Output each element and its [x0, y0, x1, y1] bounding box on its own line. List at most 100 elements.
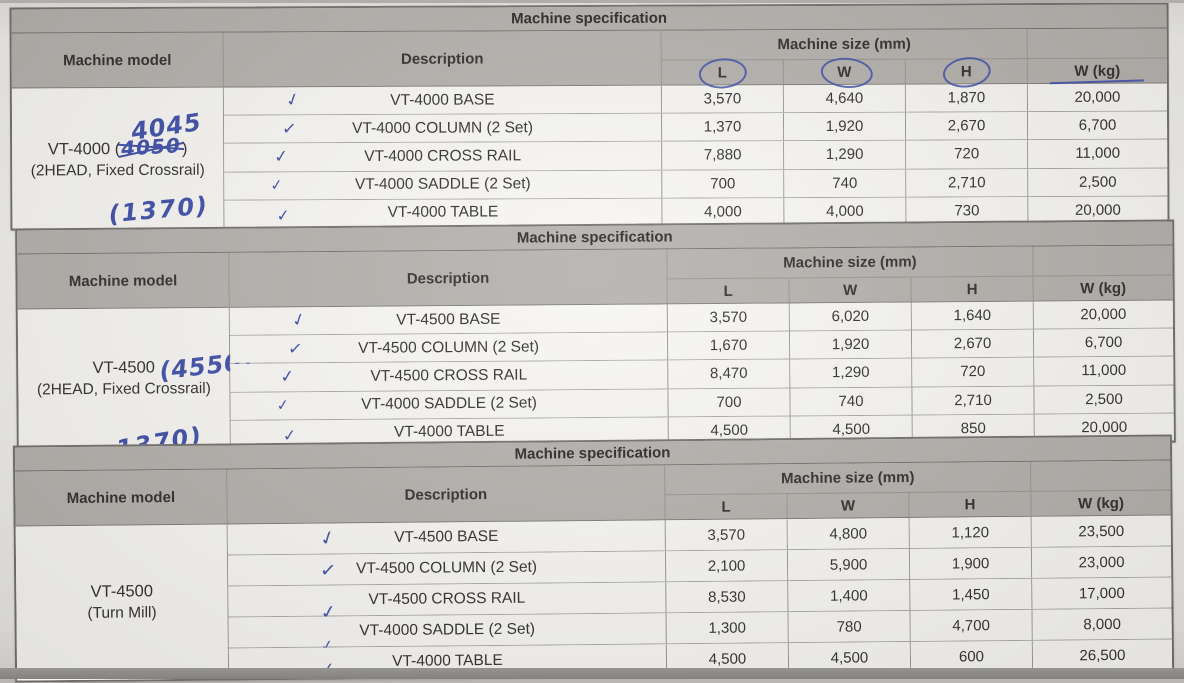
- size-l-value: 8,470: [668, 359, 791, 388]
- description-text: VT-4000 TABLE: [393, 423, 505, 441]
- column-header-w: W: [783, 55, 906, 90]
- checkmark-ink-icon: ✓: [283, 88, 303, 112]
- size-w-value: 1,920: [789, 330, 913, 359]
- size-l-value: 1,670: [667, 331, 791, 360]
- handwritten-note: (1370): [107, 190, 211, 228]
- size-h-value: 720: [906, 140, 1029, 169]
- size-h-value: 2,670: [905, 112, 1029, 140]
- description-text: VT-4500 CROSS RAIL: [370, 366, 528, 385]
- size-w-value: 1,400: [788, 579, 911, 612]
- table-row: ✓ VT-4000 COLUMN (2 Set) 1,370 1,920 2,6…: [223, 111, 1168, 144]
- description-text: VT-4500 BASE: [394, 527, 499, 546]
- machine-model-name: VT-4500: [91, 581, 154, 604]
- column-header-h: H: [905, 54, 1028, 91]
- size-h-value: 2,670: [911, 329, 1035, 358]
- size-w-value: 5,900: [787, 548, 911, 581]
- weight-value: 23,000: [1031, 546, 1172, 578]
- table-header: Machine model Description Machine size (…: [17, 245, 1173, 310]
- model-text-prefix: VT-4000 (: [47, 140, 121, 159]
- description-cell: ✓ VT-4000 SADDLE (2 Set): [230, 388, 669, 420]
- column-header-l: L: [665, 494, 788, 520]
- description-header: Description: [227, 465, 666, 525]
- checkmark-ink-icon: ✓: [279, 366, 296, 388]
- column-header-h: H: [911, 276, 1034, 302]
- description-text: VT-4000 SADDLE (2 Set): [354, 175, 531, 194]
- weight-value: 11,000: [1034, 356, 1174, 386]
- column-header-h: H: [909, 491, 1032, 517]
- size-l-value: 700: [662, 169, 785, 198]
- table-row: ✓ VT-4000 CROSS RAIL 7,880 1,290 720 11,…: [224, 139, 1168, 173]
- weight-value: 2,500: [1034, 385, 1174, 414]
- description-cell: ✓ VT-4000 SADDLE (2 Set): [228, 613, 667, 655]
- column-label-wkg: W (kg): [1077, 494, 1124, 512]
- description-cell: ✓ VT-4000 COLUMN (2 Set): [223, 113, 663, 143]
- size-l-value: 1,300: [666, 612, 789, 644]
- weight-value: 6,700: [1033, 328, 1174, 357]
- table-header: Machine model Description Machine size (…: [11, 28, 1167, 91]
- description-cell: ✓ VT-4500 CROSS RAIL: [228, 582, 667, 625]
- machine-size-header: Machine size (mm): [661, 29, 1028, 60]
- spec-table-vt4500-fixed: Machine specification Machine model Desc…: [15, 219, 1176, 463]
- column-label-w: W: [842, 281, 858, 299]
- description-cell: ✓ VT-4000 SADDLE (2 Set): [224, 170, 663, 200]
- checkmark-ink-icon: ✓: [319, 558, 338, 583]
- machine-model-header: Machine model: [11, 32, 224, 89]
- column-header-l: L: [667, 278, 790, 304]
- weight-value: 20,000: [1027, 83, 1167, 112]
- empty-header-cell: [1031, 460, 1170, 490]
- paper-bottom-edge: [0, 668, 1184, 679]
- machine-model-name: VT-4500 (4550): [92, 347, 254, 385]
- size-w-value: 1,290: [784, 140, 907, 169]
- size-l-value: 3,570: [661, 85, 784, 113]
- description-text: VT-4000 CROSS RAIL: [364, 147, 522, 165]
- table-rows: ✓ VT-4500 BASE 3,570 4,800 1,120 23,500 …: [227, 515, 1173, 679]
- description-header: Description: [223, 30, 662, 88]
- table-row: ✓ VT-4000 SADDLE (2 Set) 700 740 2,710 2…: [224, 168, 1168, 201]
- column-label-wkg: W (kg): [1080, 279, 1127, 297]
- weight-value: 11,000: [1028, 139, 1168, 168]
- size-h-value: 1,640: [911, 301, 1034, 330]
- machine-size-header-block: Machine size (mm) L W H W (kg): [661, 28, 1167, 91]
- column-label-w: W: [840, 496, 856, 515]
- handwritten-correction: 4045: [128, 107, 203, 146]
- column-label-l: L: [721, 498, 731, 516]
- empty-header-cell: [1028, 28, 1167, 58]
- machine-model-name: VT-4000 (4050) 4045: [47, 108, 203, 162]
- size-w-value: 4,800: [787, 517, 910, 550]
- size-l-value: 8,530: [666, 581, 789, 613]
- column-label-h: H: [966, 280, 978, 298]
- column-header-w: W: [789, 277, 912, 303]
- machine-model-cell: VT-4500 (Turn Mill): [15, 524, 230, 681]
- description-text: VT-4500 CROSS RAIL: [368, 589, 526, 609]
- checkmark-ink-icon: ✓: [289, 308, 309, 332]
- size-h-value: 1,450: [910, 578, 1033, 610]
- column-header-l: L: [661, 56, 784, 91]
- size-w-value: 6,020: [789, 302, 912, 331]
- machine-size-header-block: Machine size (mm) L W H W (kg): [667, 245, 1173, 305]
- description-text: VT-4000 TABLE: [387, 203, 499, 222]
- size-l-value: 1,370: [661, 113, 785, 142]
- description-cell: ✓ VT-4500 BASE: [227, 520, 666, 555]
- spec-table-vt4500-turnmill: Machine specification Machine model Desc…: [12, 434, 1175, 683]
- weight-value: 6,700: [1027, 111, 1168, 140]
- size-w-value: 740: [790, 387, 913, 416]
- description-cell: ✓ VT-4000 CROSS RAIL: [224, 142, 663, 172]
- size-h-value: 720: [912, 357, 1035, 387]
- checkmark-ink-icon: ✓: [275, 205, 291, 226]
- column-header-w: W: [787, 492, 910, 519]
- size-h-value: 1,900: [909, 547, 1033, 579]
- machine-model-cell: VT-4000 (4050) 4045 (2HEAD, Fixed Crossr…: [11, 87, 225, 229]
- empty-header-cell: [1033, 245, 1172, 275]
- machine-model-subtitle: (Turn Mill): [87, 603, 157, 622]
- size-w-value: 4,640: [783, 84, 906, 113]
- description-text: VT-4000 BASE: [390, 91, 495, 109]
- size-l-value: 3,570: [667, 303, 790, 332]
- size-w-value: 1,290: [790, 358, 913, 388]
- column-label-l: L: [723, 282, 733, 300]
- machine-model-subtitle: (2HEAD, Fixed Crossrail): [30, 161, 205, 180]
- machine-size-header: Machine size (mm): [667, 246, 1034, 279]
- size-l-value: 3,570: [665, 519, 788, 551]
- machine-model-header: Machine model: [17, 252, 230, 310]
- description-cell: ✓ VT-4500 COLUMN (2 Set): [227, 551, 667, 586]
- description-cell: ✓ VT-4500 BASE: [229, 304, 668, 336]
